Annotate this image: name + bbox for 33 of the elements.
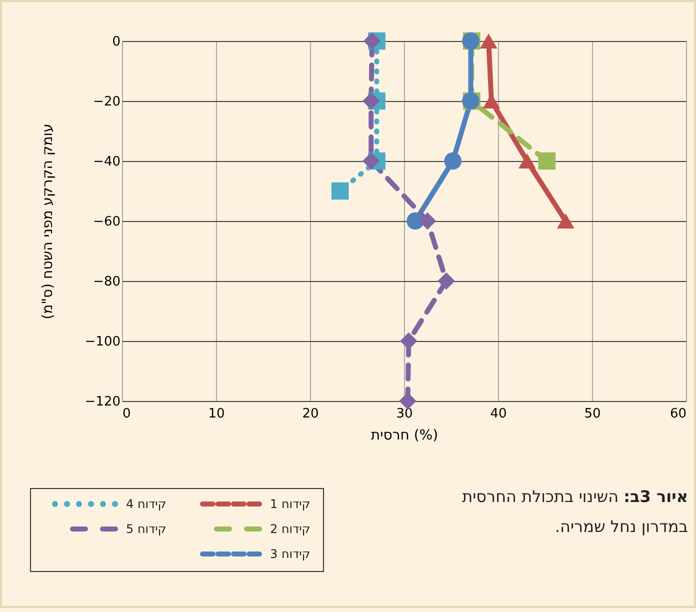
x-tick-label: 40 (490, 406, 507, 422)
text: איור 3ב: השינוי בתכולת החרסית במדרון נחל שמריה. (461, 486, 688, 538)
x-axis-title: חרסית (%) (370, 428, 438, 444)
x-tick-label: 20 (302, 406, 319, 422)
point (438, 272, 455, 290)
legend-label: קידוח 5 (126, 522, 166, 536)
legend-label: קידוח 4 (126, 497, 166, 511)
y-axis-title: עומק הקרקע מפני השטח (ס"מ) (40, 124, 56, 320)
point (331, 182, 349, 200)
point (362, 92, 380, 110)
legend-label: קידוח 1 (270, 497, 310, 511)
y-tick-label: −120 (84, 394, 120, 410)
y-tick-label: −20 (93, 94, 120, 110)
y-tick-label: −60 (93, 214, 120, 230)
x-tick-label: 60 (670, 406, 686, 422)
point (480, 34, 498, 48)
x-tick-label: 0 (122, 406, 131, 422)
x-tick-label: 50 (584, 406, 601, 422)
point (518, 154, 536, 168)
y-tick-label: 0 (112, 34, 120, 50)
legend-label: קידוח 3 (270, 547, 310, 561)
point (538, 152, 556, 170)
point (363, 32, 381, 50)
point (444, 152, 462, 170)
y-tick-label: −40 (93, 154, 120, 170)
legend-label: קידוח 2 (270, 522, 310, 536)
point (557, 214, 574, 228)
x-tick-label: 10 (208, 406, 225, 422)
point (362, 152, 380, 170)
x-tick-label: 30 (396, 406, 413, 422)
y-tick-label: −100 (84, 334, 120, 350)
point (418, 212, 436, 230)
y-tick-label: −80 (93, 274, 120, 290)
